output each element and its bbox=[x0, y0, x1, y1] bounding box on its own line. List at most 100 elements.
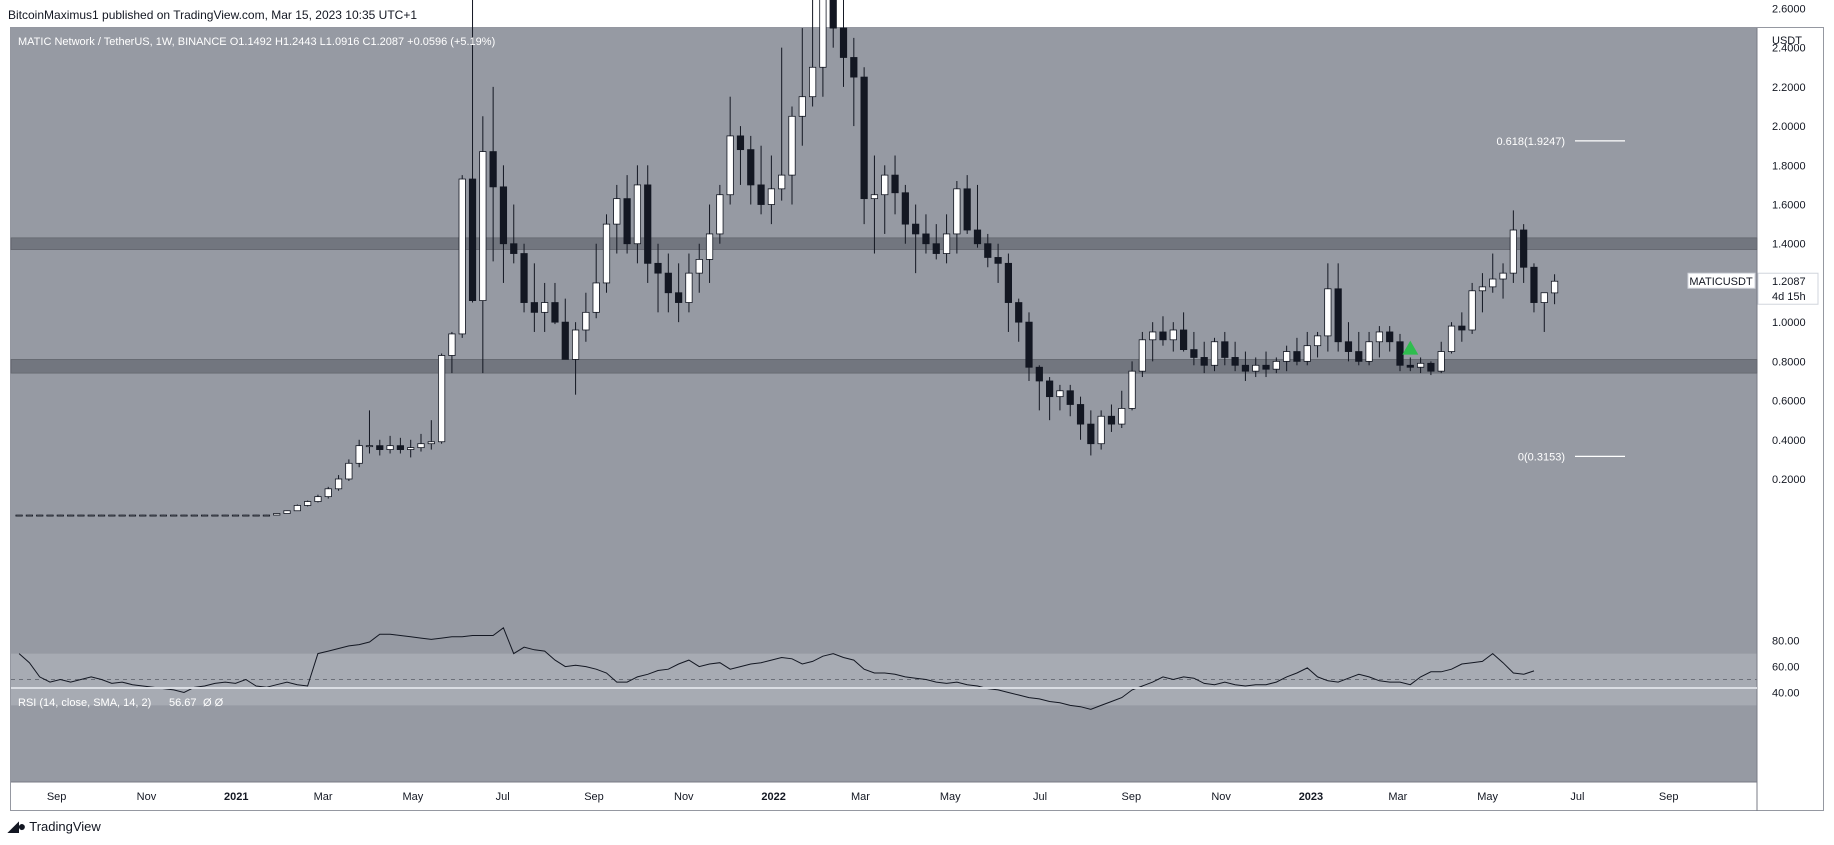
time-tick: Nov bbox=[674, 791, 694, 803]
candle-body bbox=[25, 514, 34, 517]
h-value: 1.2443 bbox=[283, 36, 317, 48]
candle-body bbox=[36, 514, 44, 517]
publisher-line: BitcoinMaximus1 published on TradingView… bbox=[8, 8, 418, 22]
candle-body bbox=[190, 514, 198, 517]
candle-body bbox=[231, 514, 240, 517]
candle-body bbox=[551, 302, 559, 323]
o-label: O bbox=[230, 36, 239, 48]
candle-body bbox=[252, 514, 260, 517]
price-tick: 0.6000 bbox=[1772, 396, 1806, 408]
support-zone bbox=[10, 359, 1758, 374]
candle-body bbox=[128, 514, 137, 517]
candle-body bbox=[541, 302, 549, 313]
time-tick: Mar bbox=[314, 791, 333, 803]
candle-body bbox=[139, 514, 147, 517]
candle-body bbox=[1149, 331, 1157, 341]
time-tick: May bbox=[403, 791, 424, 803]
time-tick: Nov bbox=[137, 791, 157, 803]
candle-body bbox=[1283, 351, 1291, 362]
candle-body bbox=[736, 135, 745, 151]
candle-body bbox=[757, 184, 765, 205]
fib-label: 0(0.3153) bbox=[1518, 451, 1565, 463]
time-tick: Sep bbox=[584, 791, 604, 803]
candle-body bbox=[1179, 329, 1188, 350]
candle-body bbox=[1056, 390, 1064, 398]
candle-body bbox=[427, 441, 435, 445]
candle-body bbox=[1015, 302, 1023, 323]
candle-body bbox=[829, 0, 837, 29]
candle-body bbox=[726, 135, 734, 196]
candle-body bbox=[747, 149, 755, 186]
candle-body bbox=[1221, 341, 1229, 358]
price-tag-bg bbox=[1757, 272, 1819, 305]
candle-body bbox=[973, 229, 982, 245]
time-tick: Jul bbox=[1033, 791, 1047, 803]
candle-body bbox=[1241, 364, 1250, 372]
candle-body bbox=[1437, 351, 1445, 372]
candle-body bbox=[1386, 331, 1394, 343]
candle-body bbox=[304, 501, 312, 506]
footer: ◢● TradingView bbox=[8, 818, 101, 835]
candle-body bbox=[695, 259, 703, 274]
candle-body bbox=[200, 514, 209, 517]
candle-body bbox=[221, 514, 229, 517]
candle-body bbox=[159, 514, 167, 517]
candle-body bbox=[1550, 280, 1559, 294]
time-tick: Sep bbox=[1122, 791, 1142, 803]
price-tick: 0.2000 bbox=[1772, 474, 1806, 486]
candle-body bbox=[1107, 415, 1116, 425]
candle-body bbox=[1169, 329, 1177, 341]
candle-body bbox=[953, 188, 961, 235]
candle-body bbox=[1478, 286, 1487, 292]
price-pane bbox=[11, 28, 1757, 688]
brand-label[interactable]: TradingView bbox=[29, 819, 101, 834]
candle-body bbox=[798, 96, 806, 117]
candle-body bbox=[468, 178, 477, 301]
candle-body bbox=[819, 0, 827, 68]
candle-body bbox=[1396, 341, 1404, 366]
candle-body bbox=[1138, 339, 1146, 372]
price-tick: 1.0000 bbox=[1772, 317, 1806, 329]
candle-body bbox=[1540, 292, 1548, 303]
candle-body bbox=[97, 514, 106, 517]
candle-body bbox=[592, 282, 600, 313]
candle-body bbox=[1046, 380, 1054, 398]
candle-body bbox=[808, 66, 817, 98]
candle-body bbox=[963, 188, 971, 231]
fib-label: 0.618(1.9247) bbox=[1497, 136, 1566, 148]
candle-body bbox=[1087, 423, 1095, 445]
candle-body bbox=[1159, 331, 1167, 341]
candle-body bbox=[1293, 351, 1301, 362]
candle-body bbox=[922, 233, 930, 245]
pane-divider-cover bbox=[11, 687, 1757, 689]
candle-body bbox=[1458, 325, 1466, 331]
candle-body bbox=[1272, 360, 1280, 370]
candle-body bbox=[520, 253, 528, 303]
candle-body bbox=[1324, 288, 1332, 337]
candle-body bbox=[1520, 229, 1528, 268]
candle-body bbox=[376, 445, 384, 450]
time-tick: 2021 bbox=[224, 791, 248, 803]
candle-body bbox=[1190, 349, 1198, 358]
candle-body bbox=[705, 233, 714, 260]
candle-body bbox=[644, 184, 652, 264]
candle-body bbox=[448, 333, 456, 356]
price-tick: 2.6000 bbox=[1772, 3, 1806, 15]
rsi-value: 56.67 bbox=[169, 697, 197, 709]
price-tick: 2.2000 bbox=[1772, 82, 1806, 94]
candle-body bbox=[767, 188, 775, 205]
candle-body bbox=[499, 186, 508, 245]
tradingview-logo-icon[interactable]: ◢● bbox=[8, 818, 26, 834]
time-tick: Mar bbox=[851, 791, 870, 803]
price-tick: 2.4000 bbox=[1772, 43, 1806, 55]
candle-body bbox=[396, 445, 404, 450]
candle-body bbox=[1489, 278, 1497, 288]
candle-body bbox=[56, 514, 64, 517]
candle-body bbox=[1509, 229, 1517, 274]
candle-body bbox=[1200, 357, 1208, 366]
price-tick: 0.8000 bbox=[1772, 356, 1806, 368]
candle-body bbox=[602, 223, 611, 284]
candle-body bbox=[1344, 341, 1353, 352]
rsi-tick: 40.00 bbox=[1772, 687, 1800, 699]
